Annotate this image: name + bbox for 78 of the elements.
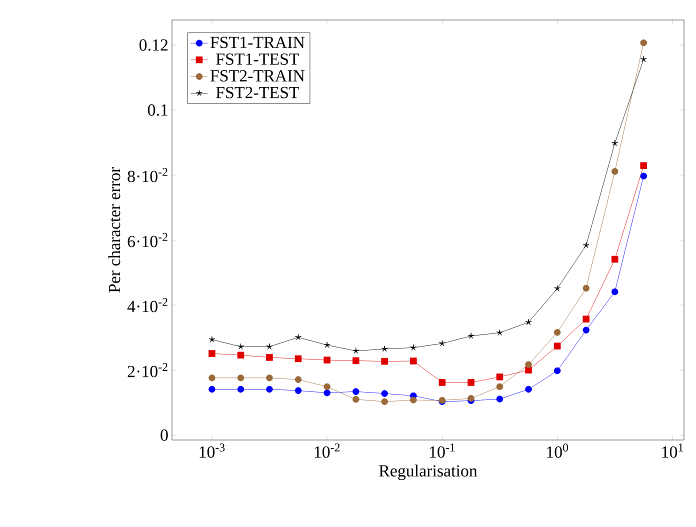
point [266, 386, 273, 393]
point [381, 398, 388, 406]
point [496, 396, 504, 402]
point [525, 386, 532, 393]
legend-label: FST2-TRAIN [210, 70, 305, 82]
point [266, 343, 273, 350]
point [237, 386, 244, 393]
point [582, 242, 590, 248]
point [410, 396, 417, 404]
point [238, 343, 244, 350]
point [324, 342, 330, 348]
point [324, 383, 330, 390]
point [352, 357, 360, 364]
point [438, 379, 446, 386]
point [438, 340, 446, 346]
legend-label: FST1-TRAIN [210, 36, 305, 48]
point [294, 376, 302, 383]
point [208, 386, 216, 393]
point [468, 395, 474, 402]
point [525, 366, 532, 374]
point [352, 388, 360, 395]
point [496, 329, 503, 336]
point [208, 350, 216, 357]
point [468, 379, 474, 386]
y-tick-label: 0 [160, 429, 168, 441]
y-tick-label: 4·10$^{-2}$ [127, 298, 168, 312]
point [468, 332, 474, 339]
point [410, 358, 417, 364]
point [640, 172, 648, 180]
point [237, 374, 244, 382]
point [410, 344, 417, 350]
point [266, 354, 273, 361]
point [640, 56, 647, 62]
point [582, 284, 590, 292]
point [611, 168, 618, 175]
x-tick-label: 10$^{-3}$ [200, 444, 225, 458]
point [640, 39, 648, 46]
point [294, 387, 302, 394]
point [208, 374, 216, 382]
point [611, 256, 618, 263]
point [582, 316, 590, 322]
x-tick-label: 10$^{-2}$ [314, 444, 340, 458]
point [381, 390, 388, 397]
point [525, 361, 532, 368]
point [612, 140, 618, 146]
point [352, 396, 360, 403]
x-tick-label: 10$^{1}$ [662, 444, 683, 458]
point [640, 162, 648, 170]
point [582, 326, 590, 334]
point [525, 318, 532, 326]
point [611, 288, 618, 296]
x-axis-title: Regularisation [379, 464, 478, 480]
point [554, 342, 561, 350]
point [554, 367, 561, 374]
legend-label: FST1-TEST [216, 53, 300, 65]
point [554, 329, 561, 336]
point [554, 285, 561, 292]
point [237, 352, 244, 359]
y-tick-label: 6·10$^{-2}$ [128, 232, 168, 248]
legend-label: FST2-TEST [216, 86, 300, 98]
y-tick-label: 2·10$^{-2}$ [128, 362, 168, 378]
x-tick-label: 10$^{-1}$ [430, 444, 455, 458]
point [381, 346, 388, 352]
point [295, 334, 302, 340]
point [294, 355, 302, 362]
point [496, 374, 504, 380]
point [496, 383, 504, 390]
point [324, 389, 330, 396]
point [352, 348, 360, 354]
point [324, 356, 330, 364]
point [208, 336, 216, 342]
x-tick-label: 10$^{0}$ [547, 444, 568, 458]
y-tick-label: 0.1 [148, 104, 168, 116]
point [266, 374, 273, 382]
y-tick-label: 8·10$^{-2}$ [128, 168, 168, 182]
y-axis-title: Per character error [108, 167, 120, 293]
y-tick-label: 0.12 [139, 39, 168, 51]
point [381, 358, 388, 365]
